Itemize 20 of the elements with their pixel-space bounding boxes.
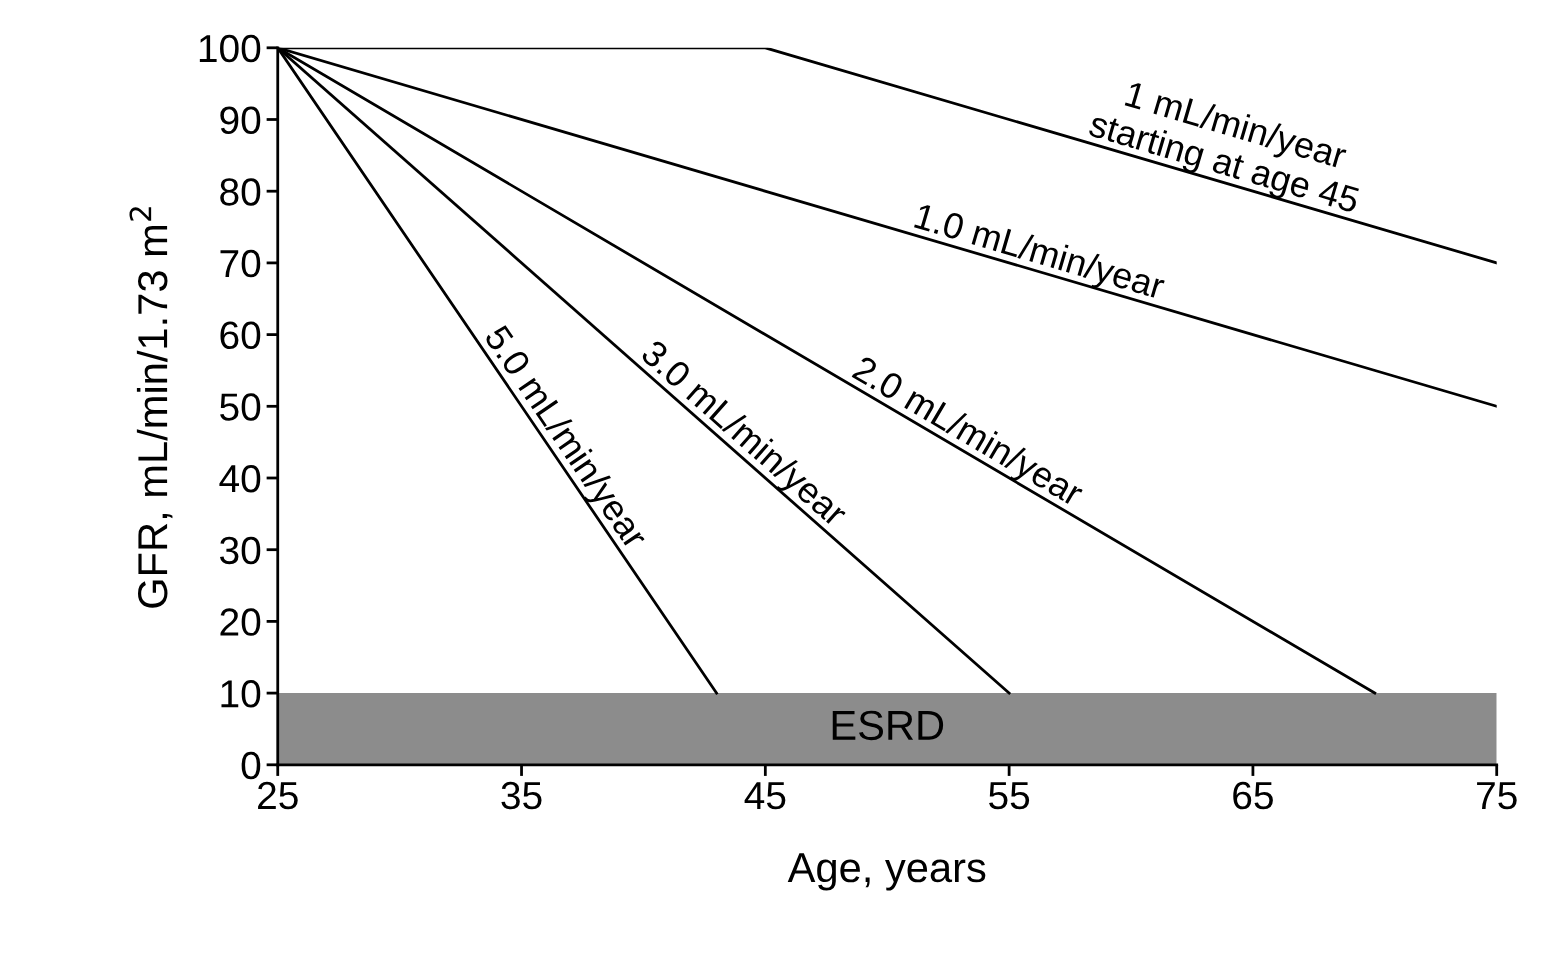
x-tick-label: 65 (1233, 781, 1273, 810)
y-tick-label: 50 (220, 393, 261, 421)
x-axis-title: Age, years (787, 853, 986, 891)
x-tick-label: 25 (258, 781, 298, 810)
y-tick-label: 0 (241, 751, 261, 780)
y-tick-label: 20 (220, 608, 261, 636)
y-axis-title: GFR, mL/min/1.73 m$^{2}$ (129, 207, 173, 608)
band-label: ESRD (832, 710, 944, 741)
y-tick-label: 40 (219, 464, 261, 493)
y-tick-label: 70 (220, 249, 261, 278)
x-tick-label: 35 (501, 781, 542, 810)
x-tick-label: 75 (1477, 782, 1517, 810)
y-tick-label: 80 (220, 178, 261, 206)
y-tick-label: 60 (220, 321, 261, 350)
y-tick-label: 30 (220, 536, 261, 565)
y-tick-label: 90 (220, 106, 261, 134)
x-tick-label: 55 (989, 782, 1030, 810)
x-tick-label: 45 (744, 782, 786, 810)
y-tick-label: 100 (199, 34, 261, 63)
y-tick-label: 10 (221, 680, 261, 708)
